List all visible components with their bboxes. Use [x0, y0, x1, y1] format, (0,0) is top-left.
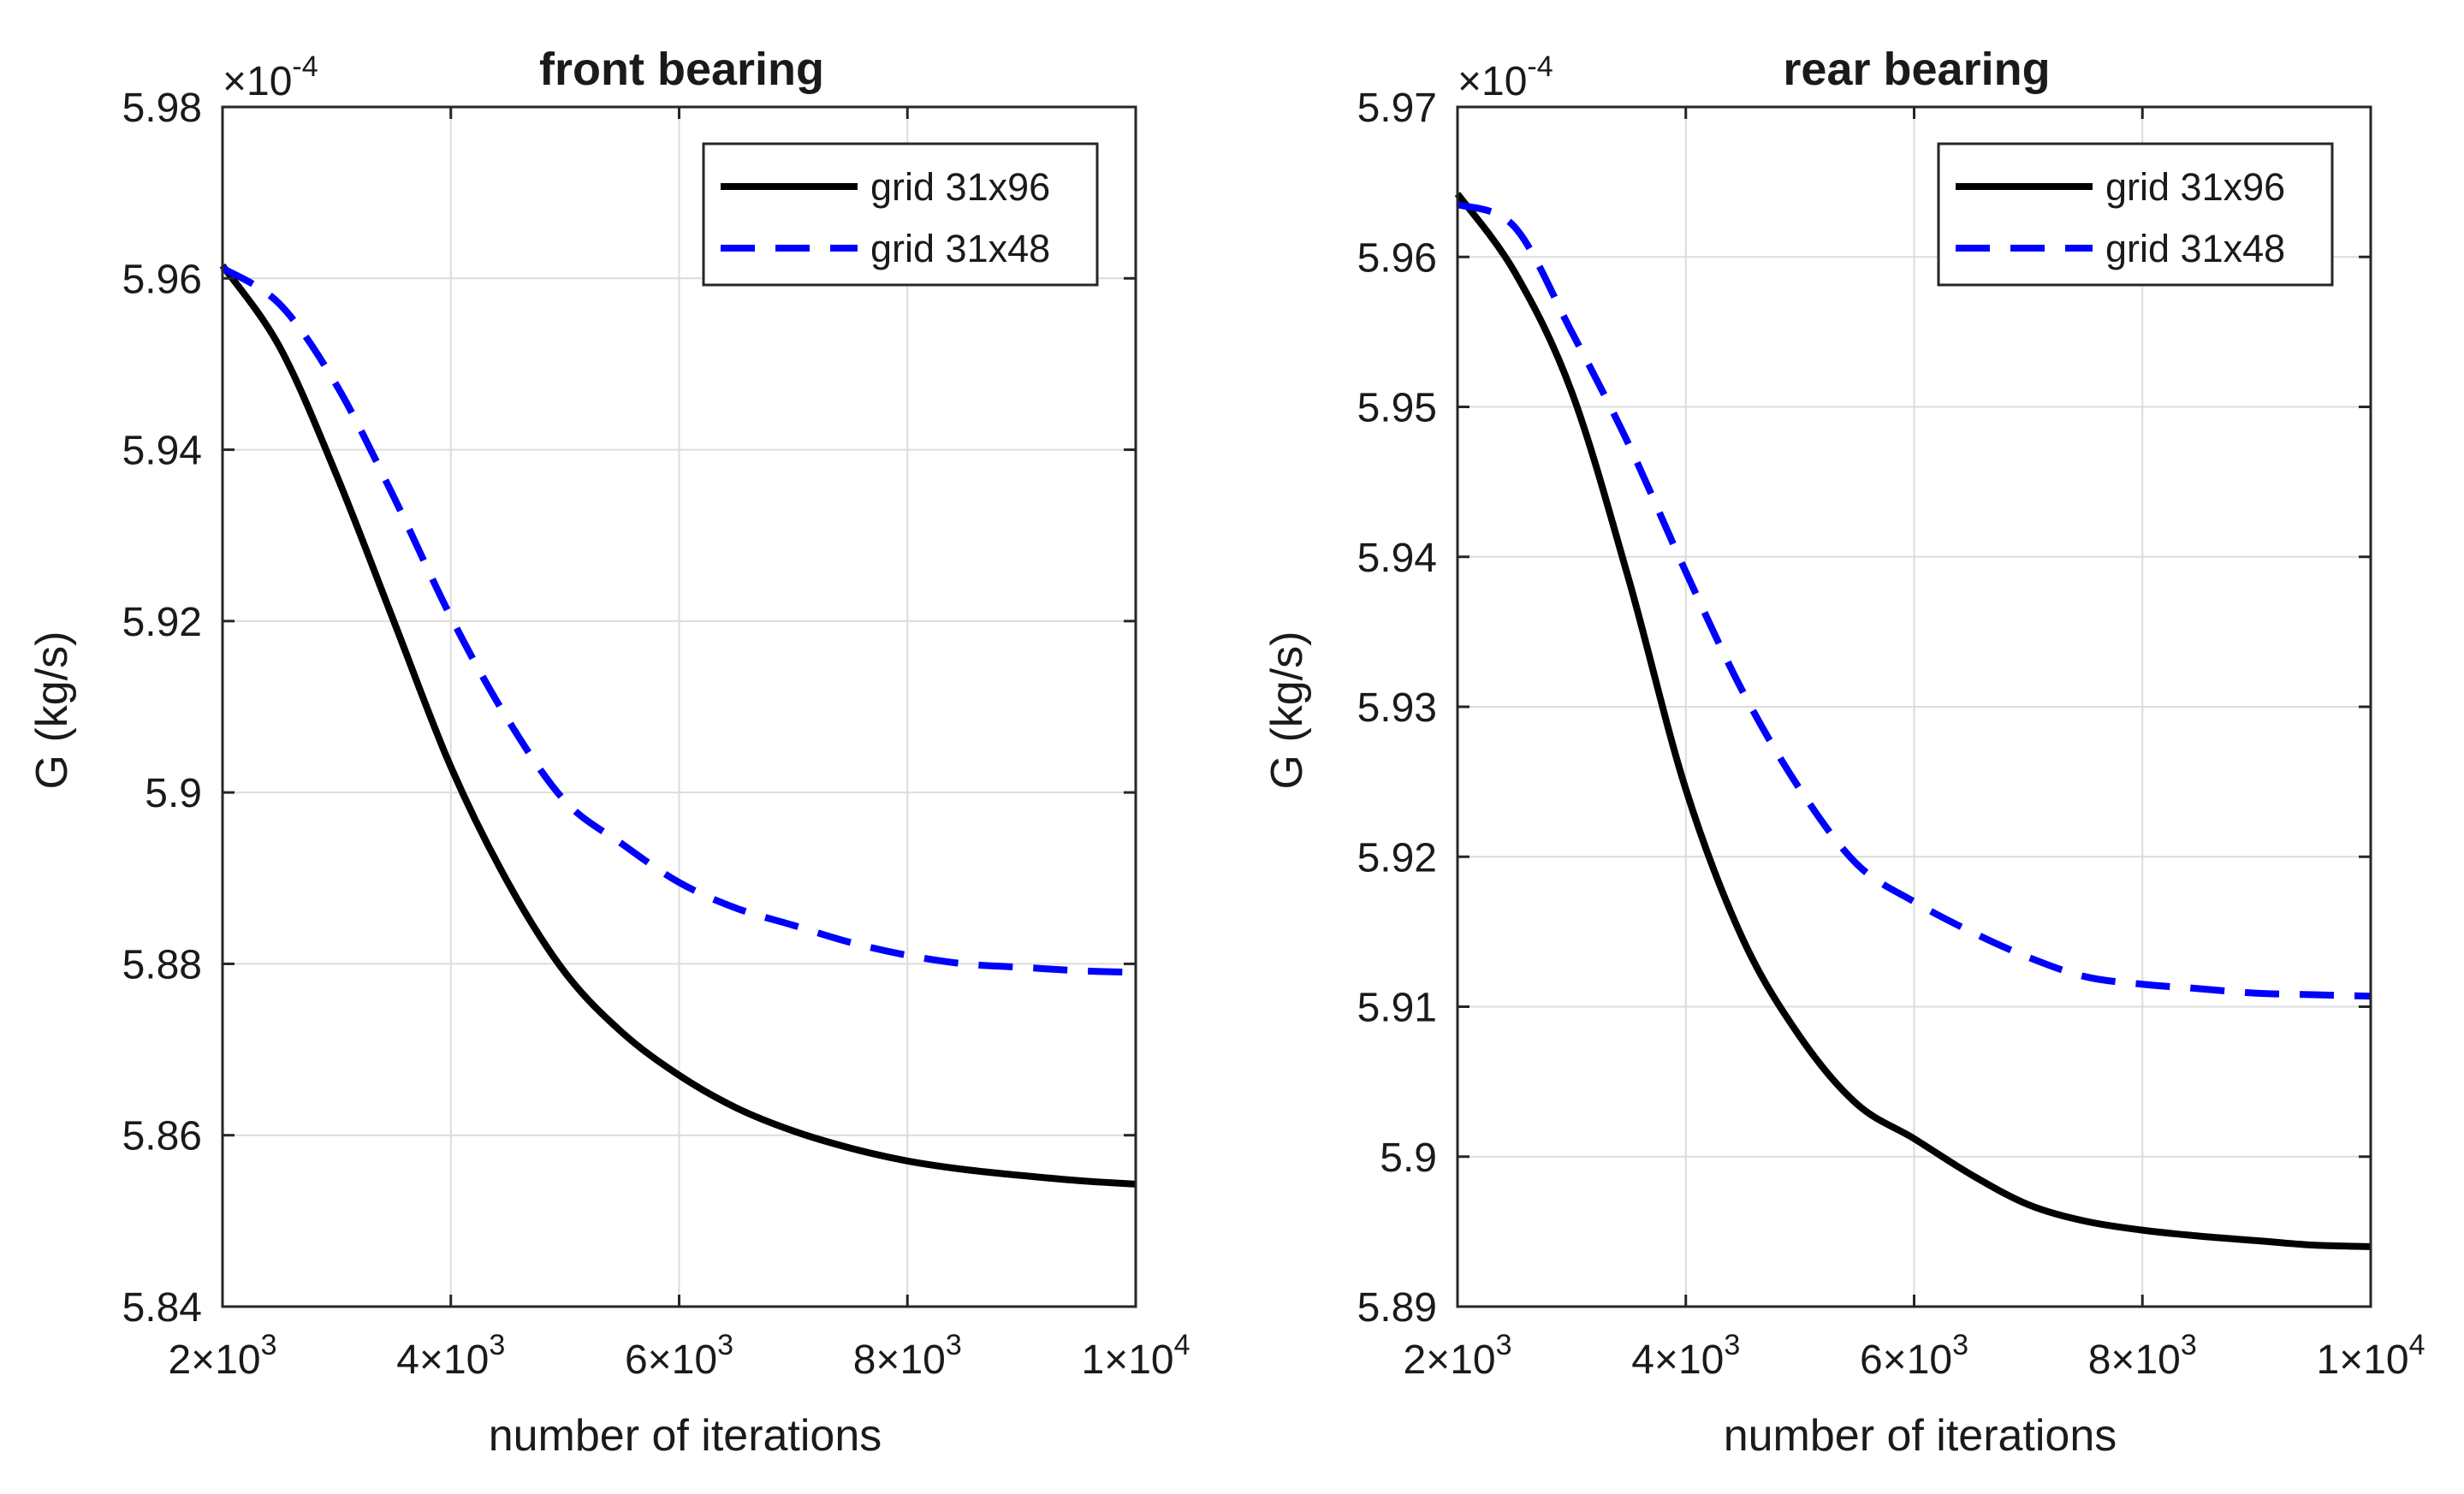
y-tick-label: 5.97 [1357, 86, 1437, 131]
y-tick-label: 5.86 [122, 1114, 202, 1159]
legend-label-2: grid 31x48 [2105, 227, 2285, 270]
y-tick-label: 5.88 [122, 942, 202, 987]
y-axis-label: G (kg/s) [1262, 631, 1312, 790]
y-tick-label: 5.84 [122, 1285, 202, 1331]
y-tick-label: 5.9 [145, 771, 202, 816]
y-tick-label: 5.92 [1357, 835, 1437, 880]
chart-2: 2×103 4×103 6×103 8×103 1×104 5.89 5.9 5.91 5.92… [1262, 44, 2425, 1461]
legend-label-1: grid 31x96 [870, 165, 1050, 209]
y-tick-label: 5.95 [1357, 386, 1437, 431]
x-tick-label: 8×103 [2088, 1329, 2197, 1383]
series-line-1 [219, 263, 1137, 1188]
chart-title: rear bearing [1783, 44, 2050, 95]
legend: grid 31x96 grid 31x48 [702, 142, 1099, 287]
legend: grid 31x96 grid 31x48 [1937, 142, 2334, 287]
x-tick-label: 1×104 [2316, 1329, 2425, 1383]
x-tick-label: 2×103 [168, 1329, 276, 1383]
series-line-1 [1454, 192, 2372, 1250]
x-tick-label: 8×103 [853, 1329, 962, 1383]
y-tick-label: 5.89 [1357, 1285, 1437, 1331]
series-line-2 [1456, 201, 2372, 1000]
chart-title: front bearing [539, 44, 824, 95]
legend-label-1: grid 31x96 [2105, 165, 2285, 209]
y-multiplier: ×10-4 [1458, 50, 1553, 104]
legend-box [702, 142, 1099, 287]
x-tick-label: 4×103 [396, 1329, 505, 1383]
y-tick-label: 5.96 [122, 257, 202, 302]
legend-label-2: grid 31x48 [870, 227, 1050, 270]
y-tick-label: 5.9 [1380, 1135, 1437, 1181]
x-axis-label: number of iterations [1724, 1411, 2117, 1461]
y-tick-label: 5.92 [122, 600, 202, 645]
y-tick-label: 5.94 [122, 429, 202, 474]
x-tick-label: 6×103 [625, 1329, 733, 1383]
x-axis-label: number of iterations [489, 1411, 882, 1461]
y-tick-label: 5.98 [122, 86, 202, 131]
x-tick-label: 6×103 [1860, 1329, 1968, 1383]
y-multiplier: ×10-4 [223, 50, 318, 104]
y-tick-label: 5.93 [1357, 685, 1437, 731]
x-tick-label: 1×104 [1081, 1329, 1190, 1383]
y-tick-label: 5.91 [1357, 986, 1437, 1031]
chart-1: 2×103 4×103 6×103 8×103 1×104 5.84 5.86 5.88 5.9… [27, 44, 1190, 1461]
y-axis-label: G (kg/s) [27, 631, 77, 790]
x-tick-label: 2×103 [1403, 1329, 1511, 1383]
legend-box [1937, 142, 2334, 287]
y-tick-label: 5.94 [1357, 536, 1437, 581]
y-tick-label: 5.96 [1357, 235, 1437, 281]
series-line-2 [220, 264, 1137, 976]
x-tick-label: 4×103 [1631, 1329, 1740, 1383]
